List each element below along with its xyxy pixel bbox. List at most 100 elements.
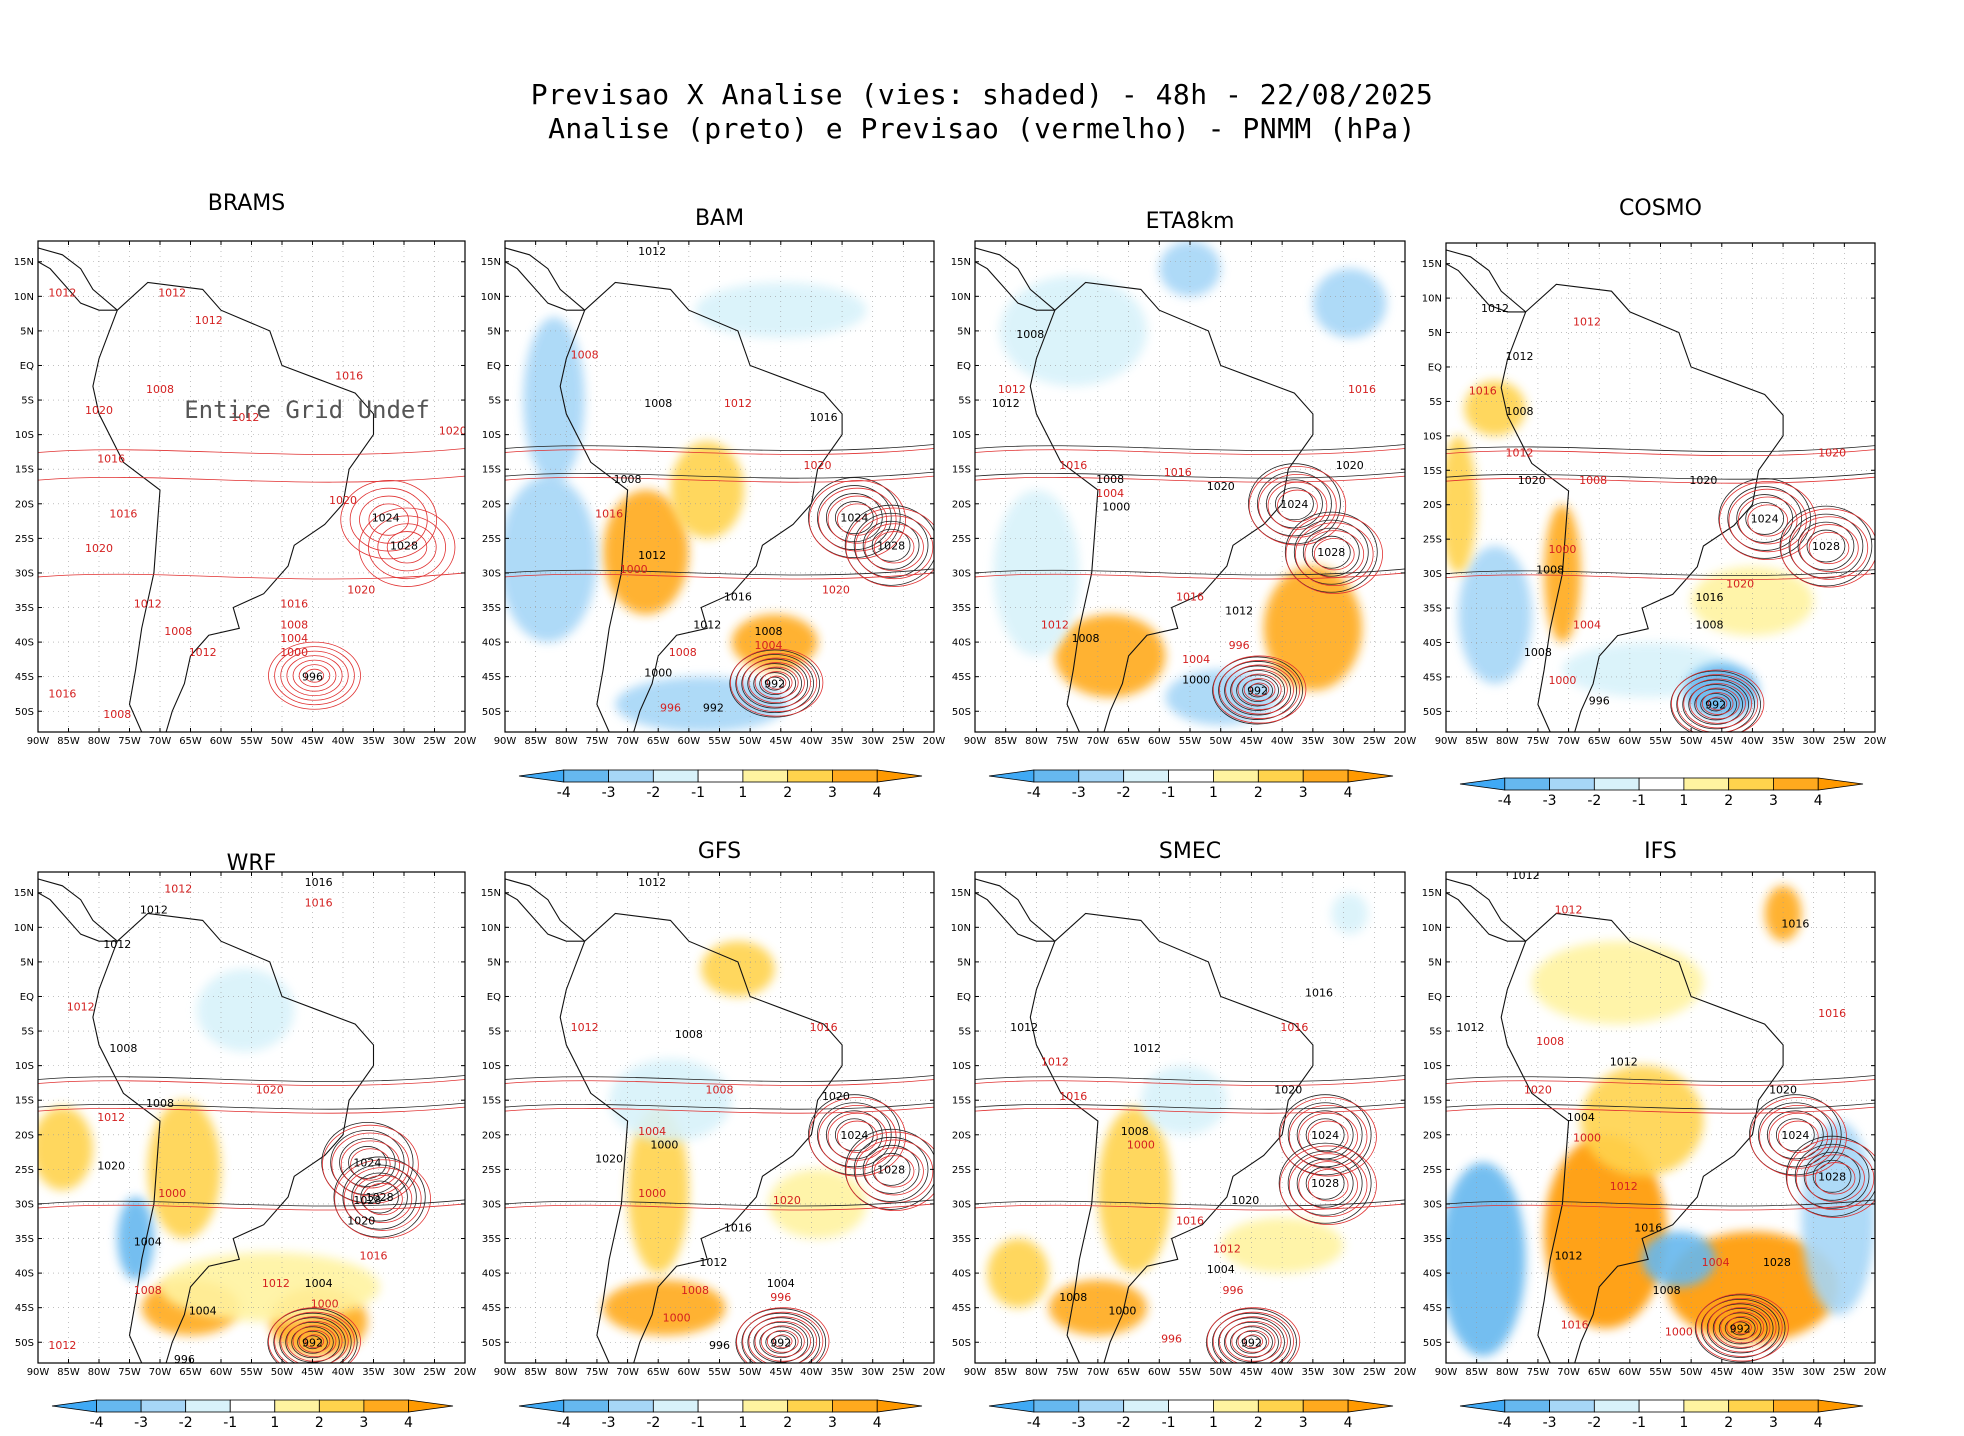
contour-label: 996 [1229, 639, 1250, 652]
colorbar-swatch [1683, 1399, 1730, 1413]
colorbar-label: 3 [828, 1415, 837, 1431]
high-label: 1024 [1751, 512, 1779, 525]
colorbar-label: 4 [1814, 793, 1823, 809]
contour-label: 1008 [1016, 328, 1044, 341]
isobar-analysis [1212, 656, 1303, 725]
isobar-forecast [1786, 1138, 1875, 1218]
bias-area [1140, 1065, 1227, 1135]
colorbar-swatch [876, 769, 923, 783]
colorbar-swatch [1257, 1399, 1304, 1413]
lat-tick-label: 10N [481, 923, 501, 934]
lon-tick-label: 55W [240, 1367, 263, 1378]
contour-label: 1012 [693, 618, 721, 631]
isobar-forecast [1720, 1311, 1765, 1344]
isobar-forecast [340, 1140, 400, 1189]
isobar-analysis [351, 1172, 408, 1222]
isobar-forecast [864, 1147, 924, 1196]
colorbar-swatch [51, 1399, 97, 1413]
isobar-forecast [975, 1079, 1405, 1086]
lon-tick-label: 65W [1588, 736, 1611, 747]
isobar-forecast [845, 1131, 934, 1212]
isobar-forecast [1707, 1302, 1777, 1353]
isobar-forecast [760, 1325, 805, 1358]
lat-tick-label: 40S [1423, 1269, 1442, 1280]
contour-label: 1004 [134, 1235, 162, 1248]
colorbar-swatch [1728, 1399, 1774, 1413]
lat-tick-label: EQ [957, 992, 971, 1003]
isobar-analysis [1670, 670, 1761, 732]
contour-label: 1000 [638, 1187, 666, 1200]
lat-tick-label: 50S [1423, 1338, 1442, 1349]
lat-tick-label: 15N [14, 257, 34, 268]
isobar-analysis [871, 528, 911, 562]
contour-label: 1012 [1610, 1180, 1638, 1193]
isobar-forecast [864, 523, 924, 572]
contour-label: 1016 [305, 876, 333, 889]
isobar-forecast [280, 1316, 349, 1363]
contour-label: 1012 [140, 903, 168, 916]
isobar-forecast [298, 1329, 331, 1353]
isobar-forecast [349, 487, 428, 552]
lat-tick-label: 20S [15, 499, 34, 510]
bias-area [1642, 1231, 1716, 1287]
colorbar-label: 3 [1769, 793, 1778, 809]
colorbar-swatch [608, 769, 654, 783]
isobar-forecast [334, 1159, 431, 1239]
colorbar-swatch [1347, 769, 1394, 783]
isobar-analysis [1230, 670, 1285, 711]
colorbar-label: 3 [828, 785, 837, 801]
isobar-forecast [748, 1316, 818, 1363]
colorbar-swatch [1593, 1399, 1640, 1413]
contour-label: 1012 [103, 938, 131, 951]
colorbar-label: 2 [1724, 793, 1733, 809]
high-label: 1024 [372, 512, 400, 525]
isobar-forecast [1231, 669, 1288, 710]
lon-tick-label: 85W [524, 1367, 547, 1378]
contour-label: 1012 [67, 1000, 95, 1013]
isobar-forecast [1749, 1097, 1847, 1177]
contour-label: 1016 [1176, 591, 1204, 604]
lon-tick-label: 80W [88, 736, 111, 747]
lon-tick-label: 90W [964, 1367, 987, 1378]
contour-label: 996 [660, 701, 681, 714]
isobar-forecast [1747, 504, 1788, 537]
colorbar-label: -2 [646, 1415, 660, 1431]
contour-label: 1008 [1506, 405, 1534, 418]
colorbar-swatch [1593, 777, 1640, 791]
isobar-analysis [975, 444, 1405, 451]
lon-tick-label: 75W [586, 1367, 609, 1378]
colorbar: -4 -3 -2 -1 1 2 3 4 [51, 1399, 454, 1431]
lat-tick-label: 45S [15, 672, 34, 683]
contour-label: 1016 [109, 508, 137, 521]
lat-tick-label: 30S [482, 1199, 501, 1210]
lon-tick-label: 40W [1741, 1367, 1764, 1378]
panel-wrf: 1012 1012 1016 1016 1012 1012 1008 1012 1008 1020… [14, 851, 477, 1431]
isobar-analysis [1257, 471, 1332, 537]
isobar-analysis [505, 1075, 934, 1082]
lon-tick-label: 20W [1864, 1367, 1887, 1378]
colorbar-swatch [652, 769, 699, 783]
lat-tick-label: 10S [1423, 1061, 1442, 1072]
isobar-forecast [837, 503, 878, 536]
figure-subtitle: Analise (preto) e Previsao (vermelho) - … [548, 112, 1416, 145]
isobar-analysis [1730, 1321, 1750, 1336]
lat-tick-label: 20S [952, 1130, 971, 1141]
lon-tick-label: 25W [1833, 1367, 1856, 1378]
lat-tick-label: 35S [482, 603, 501, 614]
contour-label: 1012 [1610, 1056, 1638, 1069]
low-label: 992 [302, 1336, 323, 1349]
isobar-analysis [975, 1199, 1405, 1207]
isobar-forecast [1288, 1104, 1368, 1169]
isobar-forecast [38, 1203, 465, 1211]
contour-label: 1008 [1579, 474, 1607, 487]
isobar-forecast [730, 648, 824, 717]
contour-label: 1016 [1469, 385, 1497, 398]
isobar-forecast [742, 1311, 824, 1363]
lat-tick-label: 5S [1429, 1027, 1442, 1038]
isobar-analysis [1212, 1312, 1291, 1363]
panel-title: SMEC [1159, 839, 1221, 864]
isobar-forecast [368, 515, 446, 580]
isobar-forecast [1732, 1320, 1752, 1335]
bias-area [1097, 1107, 1172, 1274]
isobar-analysis [771, 1335, 791, 1350]
